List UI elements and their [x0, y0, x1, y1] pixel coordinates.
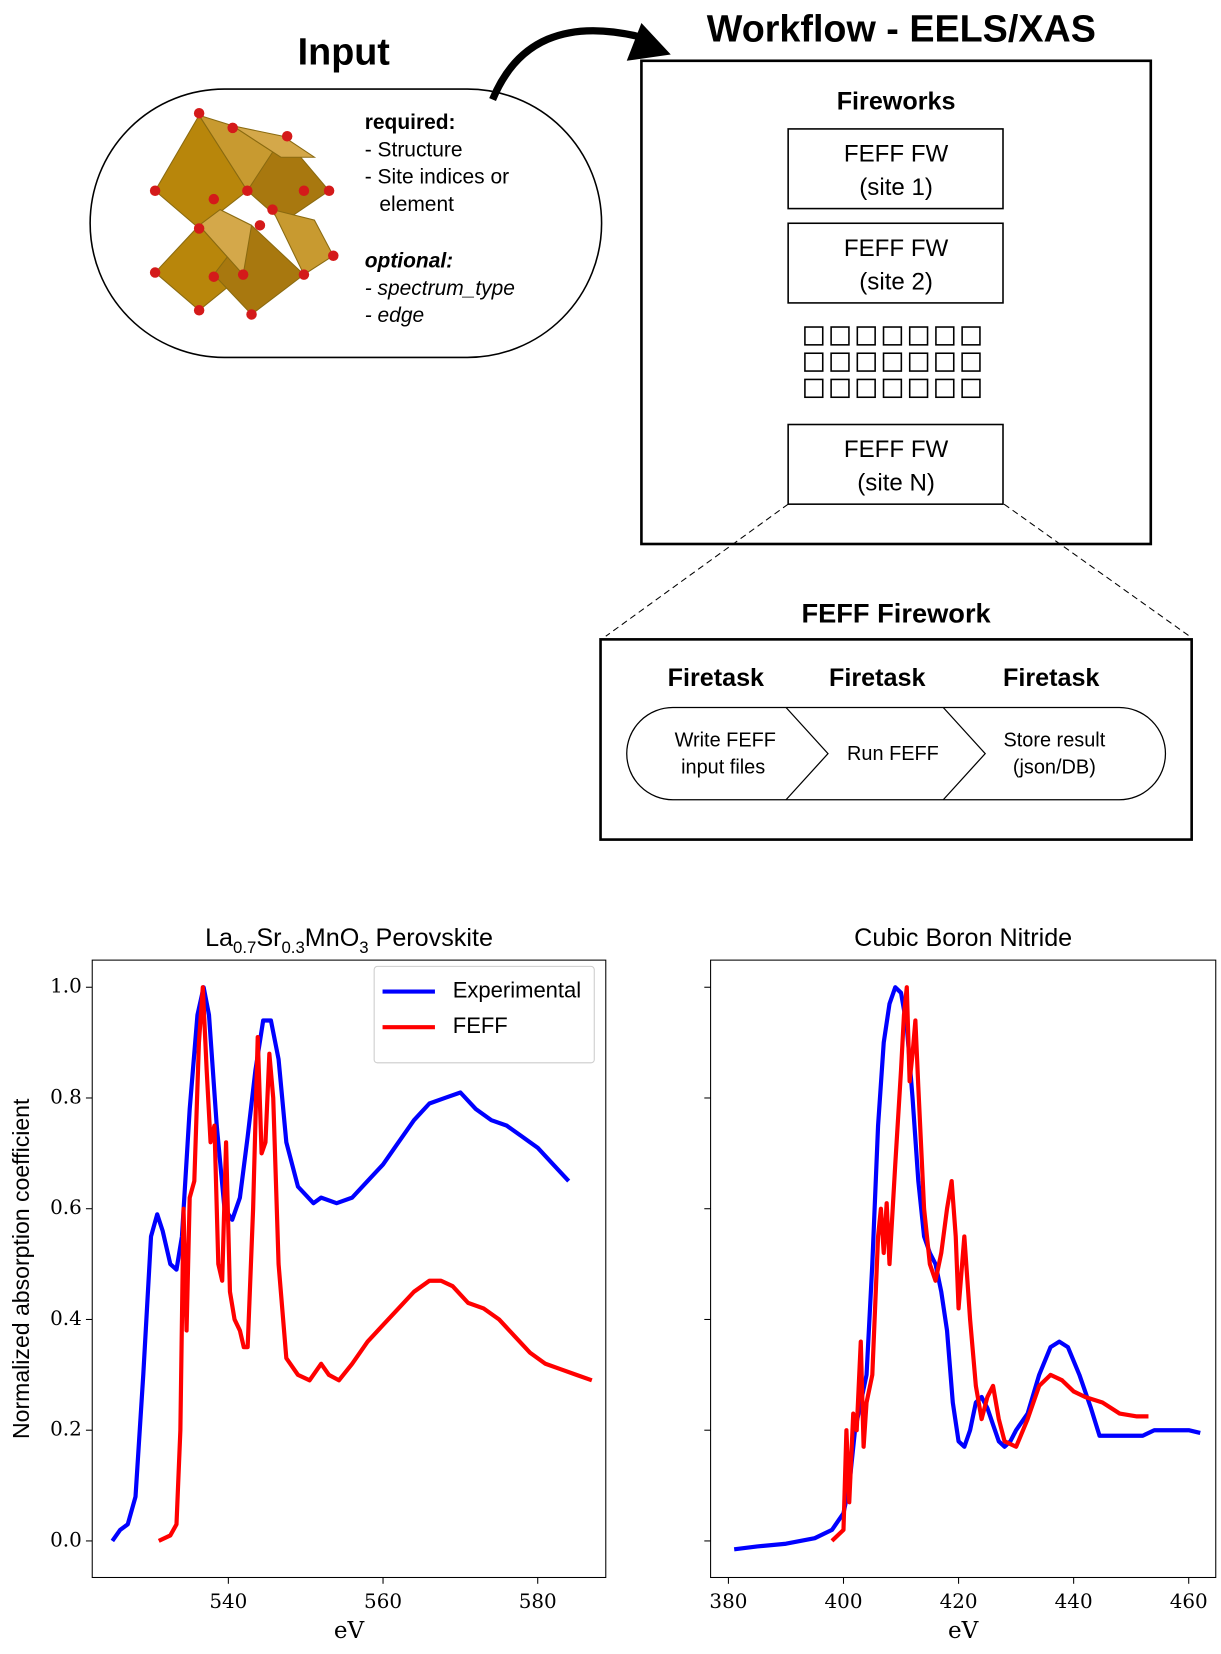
task-text: Run FEFF — [847, 743, 939, 765]
x-axis-label: eV — [948, 1618, 979, 1644]
mini-box — [831, 379, 849, 397]
x-tick-label: 460 — [1170, 1590, 1208, 1613]
y-tick-label: 0.4 — [50, 1307, 82, 1330]
y-tick-label: 0.2 — [50, 1418, 82, 1441]
fw-site: (site 2) — [859, 268, 933, 295]
x-axis-label: eV — [334, 1618, 365, 1644]
y-tick-label: 1.0 — [50, 975, 82, 998]
task-text: (json/DB) — [1013, 757, 1096, 779]
mini-box — [831, 327, 849, 345]
fw-site: (site N) — [857, 470, 935, 497]
fw-label: FEFF FW — [844, 436, 949, 463]
title-part: Perovskite — [369, 924, 493, 952]
x-tick-label: 560 — [364, 1590, 402, 1613]
input-title: Input — [298, 30, 391, 72]
workflow-title: Workflow - EELS/XAS — [707, 7, 1096, 49]
chart-title: Cubic Boron Nitride — [854, 924, 1072, 952]
mini-box — [805, 353, 823, 371]
legend-label: Experimental — [453, 977, 581, 1002]
chart-title: La0.7Sr0.3MnO3 Perovskite — [205, 924, 493, 957]
task-header: Firetask — [668, 664, 764, 692]
zoom-line — [1004, 504, 1190, 636]
y-tick-label: 0.8 — [50, 1085, 82, 1108]
legend: Experimental FEFF — [374, 966, 594, 1062]
title-part: Sr — [256, 924, 281, 952]
page: {"diagram": { "input": {"title": "Input"… — [0, 0, 1221, 1654]
mini-box — [910, 353, 928, 371]
task-text: Store result — [1003, 729, 1105, 751]
task-header: Firetask — [1003, 664, 1099, 692]
mini-box — [884, 353, 902, 371]
fw-site: (site 1) — [859, 174, 933, 201]
mini-box — [884, 379, 902, 397]
title-subscript: 0.7 — [233, 938, 256, 957]
mini-box — [857, 379, 875, 397]
title-part: La — [205, 924, 233, 952]
x-tick-label: 540 — [209, 1590, 247, 1613]
flow-arrow — [493, 31, 640, 100]
x-tick-label: 400 — [825, 1590, 863, 1613]
series-line — [832, 987, 1149, 1541]
mini-box — [962, 327, 980, 345]
crystal-structure — [150, 108, 339, 320]
title-subscript: 0.3 — [281, 938, 304, 957]
task-divider — [786, 708, 828, 800]
y-tick-label: 0.0 — [50, 1528, 82, 1551]
x-tick-label: 380 — [709, 1590, 747, 1613]
series-line — [159, 987, 592, 1541]
mini-box — [857, 353, 875, 371]
required-item: - Site indices or — [365, 166, 509, 189]
chart: La0.7Sr0.3MnO3 Perovskite 540 560 580 0.0 0.2… — [8, 924, 606, 1644]
mini-box — [805, 327, 823, 345]
mini-box — [910, 379, 928, 397]
chart: Cubic Boron Nitride 380 400 420 440 460 eV — [704, 924, 1215, 1644]
task-text: Write FEFF — [675, 729, 776, 751]
fireworks-title: Fireworks — [837, 87, 956, 115]
fw-label: FEFF FW — [844, 235, 949, 262]
required-item: - Structure — [365, 138, 463, 161]
mini-box — [910, 327, 928, 345]
optional-item: - edge — [365, 304, 424, 327]
input-box — [90, 89, 601, 357]
title-subscript: 3 — [359, 938, 368, 957]
task-divider — [943, 708, 985, 800]
arrow-head — [627, 23, 671, 61]
mini-box — [936, 353, 954, 371]
mini-box — [884, 327, 902, 345]
optional-item: - spectrum_type — [365, 277, 515, 300]
mini-box — [936, 327, 954, 345]
y-tick-label: 0.6 — [50, 1196, 82, 1219]
x-tick-label: 420 — [940, 1590, 978, 1613]
mini-box — [857, 327, 875, 345]
required-label: required: — [365, 111, 456, 134]
title-part: MnO — [305, 924, 359, 952]
charts: La0.7Sr0.3MnO3 Perovskite 540 560 580 0.0 0.2… — [8, 924, 1216, 1644]
x-tick-label: 580 — [519, 1590, 557, 1613]
mini-box — [962, 379, 980, 397]
mini-box — [831, 353, 849, 371]
x-tick-label: 440 — [1055, 1590, 1093, 1613]
task-text: input files — [681, 757, 765, 779]
more-fireworks — [805, 327, 980, 397]
required-item: element — [379, 193, 454, 216]
mini-box — [936, 379, 954, 397]
mini-box — [962, 353, 980, 371]
zoom-line — [606, 504, 788, 636]
mini-box — [805, 379, 823, 397]
task-header: Firetask — [829, 664, 925, 692]
legend-label: FEFF — [453, 1013, 508, 1038]
fw-label: FEFF FW — [844, 140, 949, 167]
figure: Input required: - Structure - Site indic… — [0, 0, 1221, 1654]
optional-label: optional: — [365, 250, 453, 273]
firework-title: FEFF Firework — [801, 597, 991, 628]
y-axis-label: Normalized absorption coefficient — [8, 1098, 34, 1439]
